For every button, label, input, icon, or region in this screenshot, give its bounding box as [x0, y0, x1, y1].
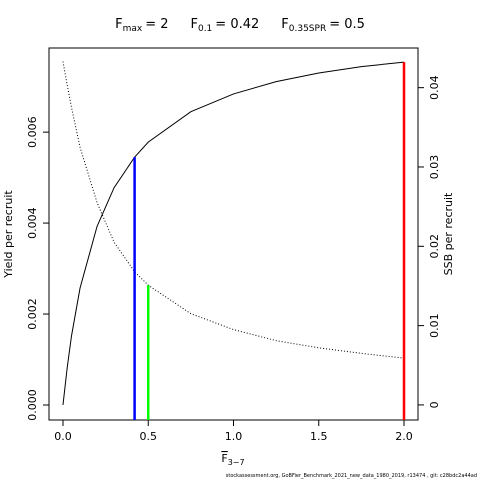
y-tick-label: 0.000	[26, 389, 39, 421]
title-symbol: F	[115, 17, 122, 32]
x-tick-label: 2.0	[395, 430, 413, 443]
y2-tick-label: 0	[428, 401, 441, 408]
chart-title: Fmax = 2 F0.1 = 0.42 F0.35SPR = 0.5	[115, 17, 365, 34]
y2-tick-label: 0.03	[428, 155, 441, 180]
title-symbol: F	[281, 17, 288, 32]
y2-tick-label: 0.02	[428, 234, 441, 259]
title-value: = 0.5	[329, 17, 365, 32]
plot-frame	[48, 47, 419, 421]
x-tick-label: 0.0	[54, 430, 72, 443]
y2-tick-label: 0.01	[428, 313, 441, 338]
y-tick-label: 0.006	[26, 116, 39, 148]
title-symbol: F	[190, 17, 197, 32]
x-label-symbol: F	[221, 452, 227, 465]
y-axis-label: Yield per recruit	[2, 190, 15, 279]
x-tick-label: 1.0	[225, 430, 243, 443]
x-label-subscript: 3−7	[228, 458, 245, 467]
title-subscript: max	[123, 24, 143, 34]
x-tick-label: 0.5	[139, 430, 157, 443]
y2-tick-label: 0.04	[428, 75, 441, 100]
y-tick-label: 0.002	[26, 298, 39, 330]
title-subscript: 0.35SPR	[289, 24, 326, 34]
y2-axis-label: SSB per recruit	[442, 192, 455, 275]
footer: stockassessment.org, GoBFier_Benchmark_2…	[226, 473, 477, 479]
title-value: = 2	[145, 17, 168, 32]
x-tick-label: 1.5	[310, 430, 328, 443]
x-axis-label: F3−7	[221, 452, 244, 467]
y-tick-label: 0.004	[26, 207, 39, 239]
curve	[62, 61, 405, 406]
curve	[62, 61, 405, 359]
title-subscript: 0.1	[198, 24, 212, 34]
title-value: = 0.42	[215, 17, 259, 32]
